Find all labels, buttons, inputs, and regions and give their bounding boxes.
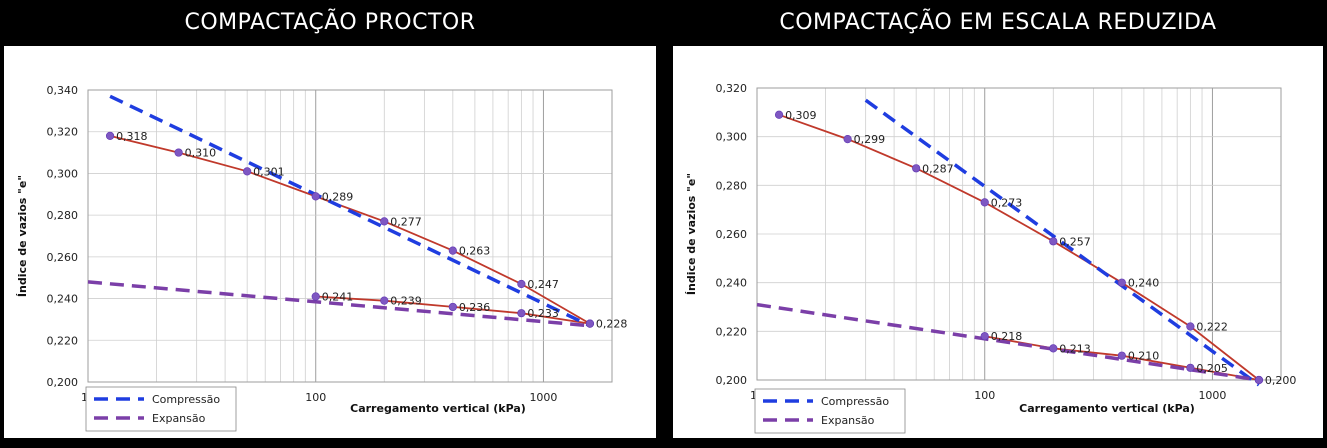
y-tick-label: 0,260 [47,251,79,264]
y-axis-label: Índice de vazios "e" [685,173,698,295]
data-point [912,164,921,173]
y-tick-label: 0,300 [716,131,748,144]
y-tick-label: 0,240 [47,293,79,306]
data-label: 0,287 [922,162,954,175]
legend: Compressão Expansão [85,386,237,432]
y-tick-label: 0,260 [716,228,748,241]
y-tick-label: 0,340 [47,84,79,97]
series-line-compressão [109,94,591,328]
data-point [1049,237,1058,246]
y-tick-label: 0,200 [716,374,748,387]
data-label: 0,240 [1128,277,1160,290]
data-point [380,217,389,226]
data-point [1186,363,1195,372]
chart-reduced-scale: 0,2000,2200,2400,2600,2800,3000,32010100… [685,82,1297,434]
data-point [380,296,389,305]
data-point [843,134,852,144]
chart-panel-reduced-scale: COMPACTAÇÃO EM ESCALA REDUZIDA 0,200 0,22… [673,0,1323,448]
data-point [1186,322,1195,331]
plot-area: 0,200 0,220 0,240 0,260 0,280 0,300 0,320 0,340… [4,46,656,438]
data-point [311,292,320,301]
legend-box [85,386,237,432]
data-label: 0,228 [596,318,628,331]
data-label: 0,210 [1128,350,1160,363]
x-tick-label: 100 [305,391,326,404]
data-point [517,309,526,318]
data-point [980,332,989,341]
data-label: 0,218 [991,330,1023,343]
data-label: 0,239 [390,295,422,308]
x-tick-label: 100 [974,389,995,402]
data-label: 0,205 [1196,362,1228,375]
data-point [1049,344,1058,353]
plot-background [88,90,612,382]
data-point [174,148,183,157]
y-axis-label: Índice de vazios "e" [16,175,29,297]
series-line-compressão [864,98,1260,387]
data-point [774,110,784,119]
x-axis-label: Carregamento vertical (kPa) [1019,402,1195,415]
data-label: 0,299 [854,133,886,146]
data-point [1117,351,1126,360]
data-label: 0,213 [1059,342,1091,355]
legend-label: Compressão [152,393,220,406]
data-label: 0,273 [991,196,1023,209]
y-tick-label: 0,280 [716,179,748,192]
plot-border [756,87,1282,381]
data-label: 0,263 [459,245,491,258]
legend-label: Compressão [821,395,889,408]
plot-area: 0,2000,2200,2400,2600,2800,3000,32010100… [673,46,1323,438]
data-point [980,198,989,207]
x-tick-label: 1000 [1198,389,1226,402]
data-label: 0,318 [116,130,148,143]
data-point [1117,278,1126,287]
y-tick-label: 0,200 [47,376,79,389]
y-tick-label: 0,300 [47,167,79,180]
legend-box [754,388,906,434]
y-tick-label: 0,240 [716,277,748,290]
y-tick-label: 0,220 [716,325,748,338]
x-axis-label: Carregamento vertical (kPa) [350,402,526,415]
data-point [517,279,526,289]
legend-label: Expansão [152,412,206,425]
data-label: 0,309 [785,109,817,122]
y-tick-label: 0,220 [47,334,79,347]
legend-label: Expansão [821,414,875,427]
series-line-expansão [756,302,1260,382]
chart-panel-proctor: COMPACTAÇÃO PROCTOR 0,200 0,220 0,240 0,260… [4,0,656,448]
data-point [311,192,320,201]
data-label: 0,247 [527,278,559,291]
data-label: 0,236 [459,301,491,314]
data-point [448,302,457,312]
data-label: 0,301 [253,165,284,178]
data-point [585,319,595,328]
data-label: 0,200 [1265,374,1297,387]
data-point [243,167,252,176]
y-tick-label: 0,320 [716,82,748,95]
plot-border [87,89,613,383]
data-label: 0,277 [390,215,422,228]
data-point [105,131,115,140]
legend: Compressão Expansão [754,388,906,434]
y-tick-label: 0,320 [47,126,79,139]
data-label: 0,257 [1059,235,1091,248]
data-label: 0,233 [527,307,559,320]
y-tick-label: 0,280 [47,209,79,222]
data-point [448,246,457,255]
series-line-measured-loading [778,113,1260,381]
series-line-measured-loading [109,135,591,325]
chart-title: COMPACTAÇÃO PROCTOR [184,10,476,35]
chart-proctor: 0,200 0,220 0,240 0,260 0,280 0,300 0,320 0,340… [16,84,628,432]
chart-title: COMPACTAÇÃO EM ESCALA REDUZIDA [779,10,1217,35]
data-label: 0,222 [1196,320,1228,333]
data-point [1254,375,1264,385]
series-line-expansão [87,280,591,328]
data-label: 0,289 [322,190,354,203]
data-label: 0,241 [322,290,354,303]
data-label: 0,310 [185,147,217,160]
x-tick-label: 1000 [529,391,557,404]
